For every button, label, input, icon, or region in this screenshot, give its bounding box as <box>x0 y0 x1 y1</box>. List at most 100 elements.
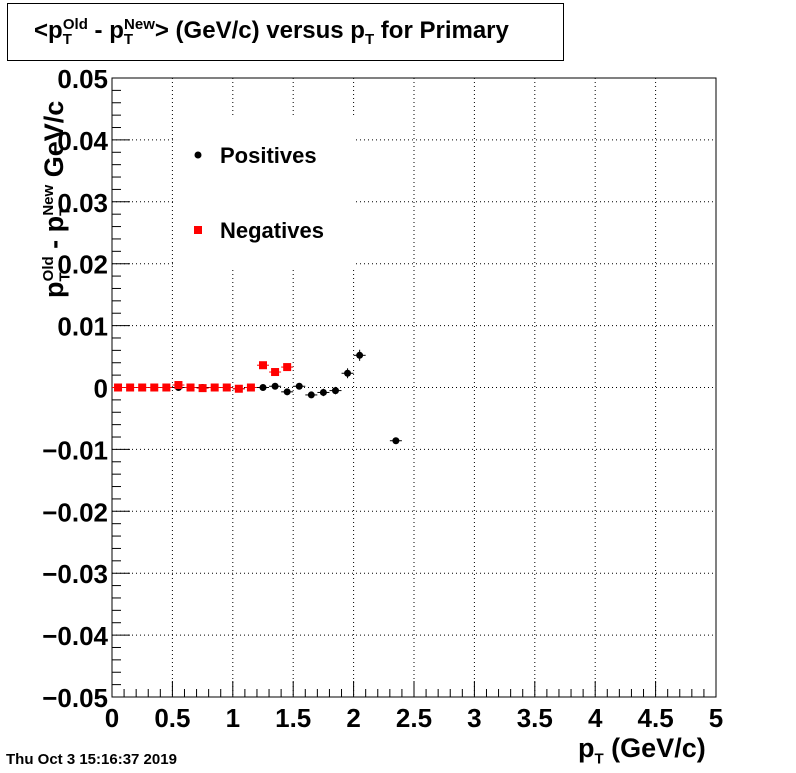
x-tick-label: 4 <box>588 703 603 733</box>
title-part: > (GeV/c) versus p <box>154 17 365 44</box>
circle-marker <box>259 384 267 391</box>
y-tick-label: −0.05 <box>42 683 108 713</box>
x-tick-label: 1 <box>226 703 240 733</box>
legend-box <box>176 118 356 270</box>
data-point <box>124 383 137 392</box>
square-marker <box>271 368 280 377</box>
y-tick-label: −0.01 <box>42 435 108 465</box>
data-point <box>136 383 149 392</box>
data-point <box>269 368 282 377</box>
x-tick-label: 1.5 <box>275 703 311 733</box>
title-sub: T <box>364 30 375 48</box>
ylabel-part: - p <box>39 215 69 257</box>
square-marker <box>126 383 135 392</box>
circle-marker <box>271 382 279 390</box>
data-point <box>329 386 342 395</box>
data-point <box>353 349 366 361</box>
data-point <box>160 383 173 392</box>
ylabel-sub: T <box>56 206 74 216</box>
legend-square-marker <box>194 226 202 234</box>
data-point <box>184 383 197 392</box>
ylabel-part: p <box>39 281 69 299</box>
data-point <box>112 383 125 392</box>
x-tick-label: 5 <box>709 703 723 733</box>
xlabel-part: (GeV/c) <box>603 733 706 763</box>
y-tick-label: 0.05 <box>57 64 108 94</box>
data-point <box>257 384 269 391</box>
square-marker <box>210 383 219 392</box>
data-point <box>317 388 330 397</box>
x-tick-label: 3 <box>467 703 481 733</box>
ylabel-sup: New <box>40 184 57 216</box>
title-part: - p <box>87 17 124 44</box>
data-point <box>293 382 306 390</box>
title-sub: T <box>62 30 72 48</box>
y-tick-label: −0.04 <box>42 621 108 651</box>
square-marker <box>222 383 231 392</box>
y-tick-label: 0.02 <box>57 250 108 280</box>
y-tick-label: 0.04 <box>57 126 108 156</box>
title-sup: New <box>124 16 155 33</box>
ylabel-part: GeV/c <box>39 100 69 185</box>
data-point <box>244 383 257 392</box>
square-marker <box>246 383 255 392</box>
data-point <box>281 388 294 396</box>
xlabel-part: p <box>578 733 595 763</box>
square-marker <box>150 383 159 392</box>
chart-title: <pTOld - pTNew> (GeV/c) versus pT for Pr… <box>34 16 509 48</box>
tick-labels: 0 0.5 1 1.5 2 2.5 3 3.5 4 4.5 5 0.05 0.04 0.03 0.02 0.0… <box>42 64 723 733</box>
legend-label: Positives <box>220 143 317 168</box>
square-marker <box>138 383 147 392</box>
x-tick-label: 2 <box>346 703 360 733</box>
circle-marker <box>283 388 291 396</box>
y-tick-label: −0.02 <box>42 497 108 527</box>
y-tick-label: −0.03 <box>42 559 108 589</box>
square-marker <box>234 384 243 393</box>
x-tick-label: 3.5 <box>517 703 553 733</box>
chart-title-box: <pTOld - pTNew> (GeV/c) versus pT for Pr… <box>7 3 564 61</box>
y-tick-label: 0 <box>94 374 108 404</box>
title-sub: T <box>123 30 134 48</box>
data-point <box>257 361 269 370</box>
legend: Positives Negatives <box>176 118 356 270</box>
y-axis-label: pTOld - pTNew GeV/c <box>39 101 73 298</box>
x-axis-label: pT (GeV/c) <box>578 733 706 767</box>
data-point <box>148 383 161 392</box>
x-tick-label: 0 <box>105 703 119 733</box>
data-point <box>220 383 233 392</box>
circle-marker <box>331 387 339 395</box>
title-part: <p <box>34 17 63 44</box>
y-tick-label: 0.03 <box>57 188 108 218</box>
legend-circle-marker <box>194 151 202 159</box>
circle-marker <box>307 391 315 399</box>
circle-marker <box>356 351 364 359</box>
circle-marker <box>295 382 303 390</box>
data-points <box>112 349 402 445</box>
data-point <box>196 384 209 393</box>
square-marker <box>259 361 267 370</box>
ylabel-sub: T <box>56 272 74 282</box>
data-point <box>269 382 282 390</box>
square-marker <box>174 381 183 390</box>
data-point <box>208 383 221 392</box>
title-part: for Primary <box>374 17 509 44</box>
x-tick-label: 2.5 <box>396 703 432 733</box>
square-marker <box>162 383 171 392</box>
x-tick-label: 0.5 <box>154 703 190 733</box>
data-point <box>172 381 185 390</box>
circle-marker <box>392 437 400 445</box>
square-marker <box>198 384 207 393</box>
x-tick-label: 4.5 <box>638 703 674 733</box>
y-tick-label: 0.01 <box>57 312 108 342</box>
axis-ticks <box>111 77 717 698</box>
data-point <box>305 391 318 399</box>
data-point <box>232 384 245 393</box>
timestamp-footer: Thu Oct 3 15:16:37 2019 <box>6 751 177 768</box>
xlabel-sub: T <box>594 750 604 768</box>
ylabel-sup: Old <box>40 256 57 282</box>
title-sup: Old <box>62 16 88 33</box>
square-marker <box>114 383 123 392</box>
legend-label: Negatives <box>220 218 324 243</box>
square-marker <box>186 383 195 392</box>
